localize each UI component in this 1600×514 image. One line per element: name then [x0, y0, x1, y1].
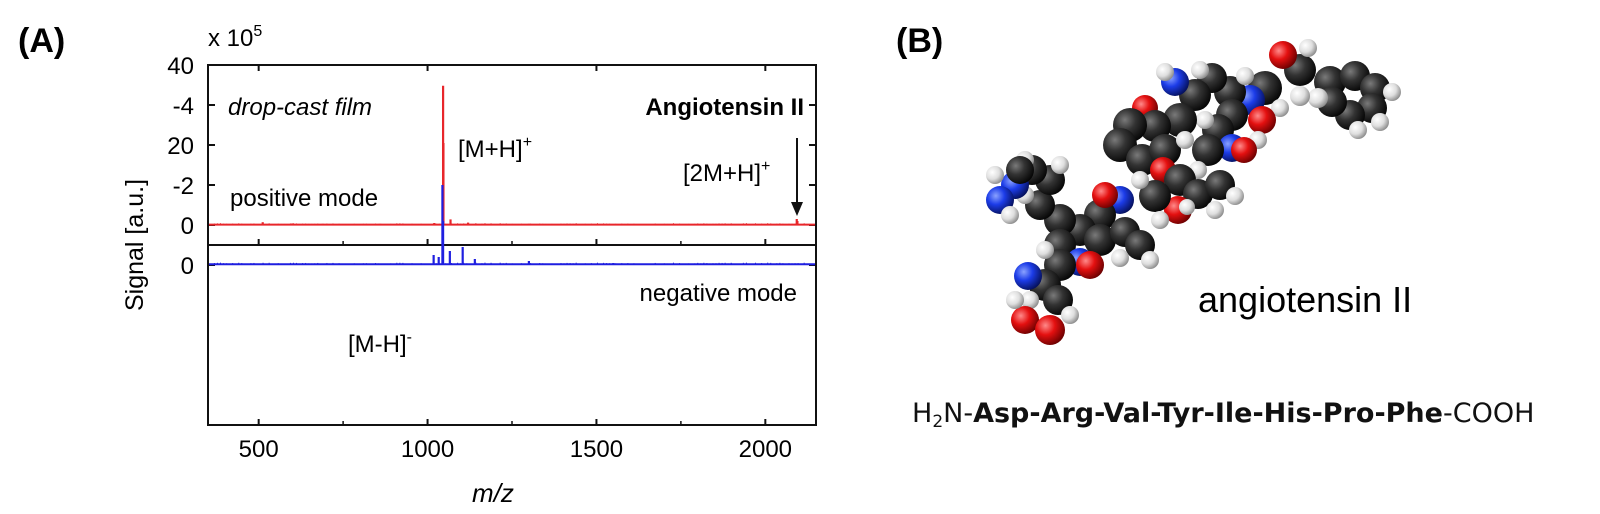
carbon-atom	[1084, 224, 1116, 256]
negative-series	[209, 185, 815, 266]
oxygen-atom	[1076, 251, 1104, 279]
hydrogen-atom	[986, 166, 1004, 184]
hydrogen-atom	[1191, 61, 1209, 79]
film-note: drop-cast film	[228, 94, 372, 121]
hydrogen-atom	[1236, 67, 1254, 85]
hydrogen-atom	[1141, 251, 1159, 269]
hydrogen-atom	[1036, 241, 1054, 259]
oxygen-atom	[1011, 306, 1039, 334]
oxygen-atom	[1035, 315, 1065, 345]
hydrogen-atom	[1001, 206, 1019, 224]
hydrogen-atom	[1299, 39, 1317, 57]
x-tick-label: 1500	[570, 436, 623, 463]
hydrogen-atom	[1271, 99, 1289, 117]
panel-a-label: (A)	[18, 22, 65, 60]
y-tick-label: 0	[181, 213, 194, 240]
negative-plot-frame	[207, 244, 817, 426]
carbon-atom	[1192, 134, 1224, 166]
y-tick-label: -4	[173, 93, 194, 120]
x-tick-label: 500	[239, 436, 279, 463]
y-tick-label: 20	[167, 133, 194, 160]
hydrogen-atom	[1151, 211, 1169, 229]
oxygen-atom	[1092, 182, 1118, 208]
carbon-atom	[1139, 180, 1171, 212]
angiotensin-ii-molecule	[986, 39, 1401, 345]
hydrogen-atom	[1176, 131, 1194, 149]
y-multiplier: x 105	[208, 23, 262, 52]
axis-ticks	[208, 64, 816, 425]
hydrogen-atom	[1131, 171, 1149, 189]
axis-tick-labels: 500 1000 1500 2000 0 20 40 -4 -2 0	[167, 53, 792, 463]
molecule-name: angiotensin II	[1198, 279, 1412, 320]
hydrogen-atom	[1006, 291, 1024, 309]
hydrogen-atom	[1383, 83, 1401, 101]
hydrogen-atom	[1021, 291, 1039, 309]
panel-b-label: (B)	[896, 22, 943, 60]
peptide-sequence: H2N-Asp-Arg-Val-Tyr-Ile-His-Pro-Phe-COOH	[912, 398, 1535, 432]
peak-label-2mh-pos: [2M+H]+	[683, 158, 770, 187]
hydrogen-atom	[1111, 249, 1129, 267]
hydrogen-atom	[1226, 187, 1244, 205]
y-axis-label: Signal [a.u.]	[121, 179, 149, 311]
hydrogen-atom	[1371, 113, 1389, 131]
oxygen-atom	[1269, 41, 1297, 69]
arrow-2mh	[791, 138, 803, 216]
y-tick-label: -2	[173, 173, 194, 200]
hydrogen-atom	[1156, 63, 1174, 81]
nitrogen-atom	[1014, 262, 1042, 290]
x-tick-label: 2000	[739, 436, 792, 463]
carbon-atom	[1163, 103, 1197, 137]
hydrogen-atom	[1290, 86, 1310, 106]
oxygen-atom	[1248, 106, 1276, 134]
y-tick-label: 0	[181, 253, 194, 280]
carbon-atom	[1006, 156, 1034, 184]
peak-label-mh-neg: [M-H]-	[348, 329, 412, 358]
oxygen-atom	[1231, 137, 1257, 163]
hydrogen-atom	[1179, 199, 1195, 215]
hydrogen-atom	[1206, 201, 1224, 219]
negative-mode-label: negative mode	[640, 280, 797, 307]
x-tick-label: 1000	[401, 436, 454, 463]
hydrogen-atom	[1349, 121, 1367, 139]
hydrogen-atom	[1308, 88, 1328, 108]
positive-mode-label: positive mode	[230, 185, 378, 212]
hydrogen-atom	[1061, 306, 1079, 324]
hydrogen-atom	[1051, 156, 1069, 174]
carbon-atom	[1139, 110, 1171, 142]
analyte-title: Angiotensin II	[645, 94, 804, 121]
hydrogen-atom	[1196, 111, 1214, 129]
peak-label-mh-pos: [M+H]+	[458, 134, 532, 163]
y-tick-label: 40	[167, 53, 194, 80]
carbon-atom	[1149, 134, 1181, 166]
x-axis-label: m/z	[472, 478, 514, 508]
